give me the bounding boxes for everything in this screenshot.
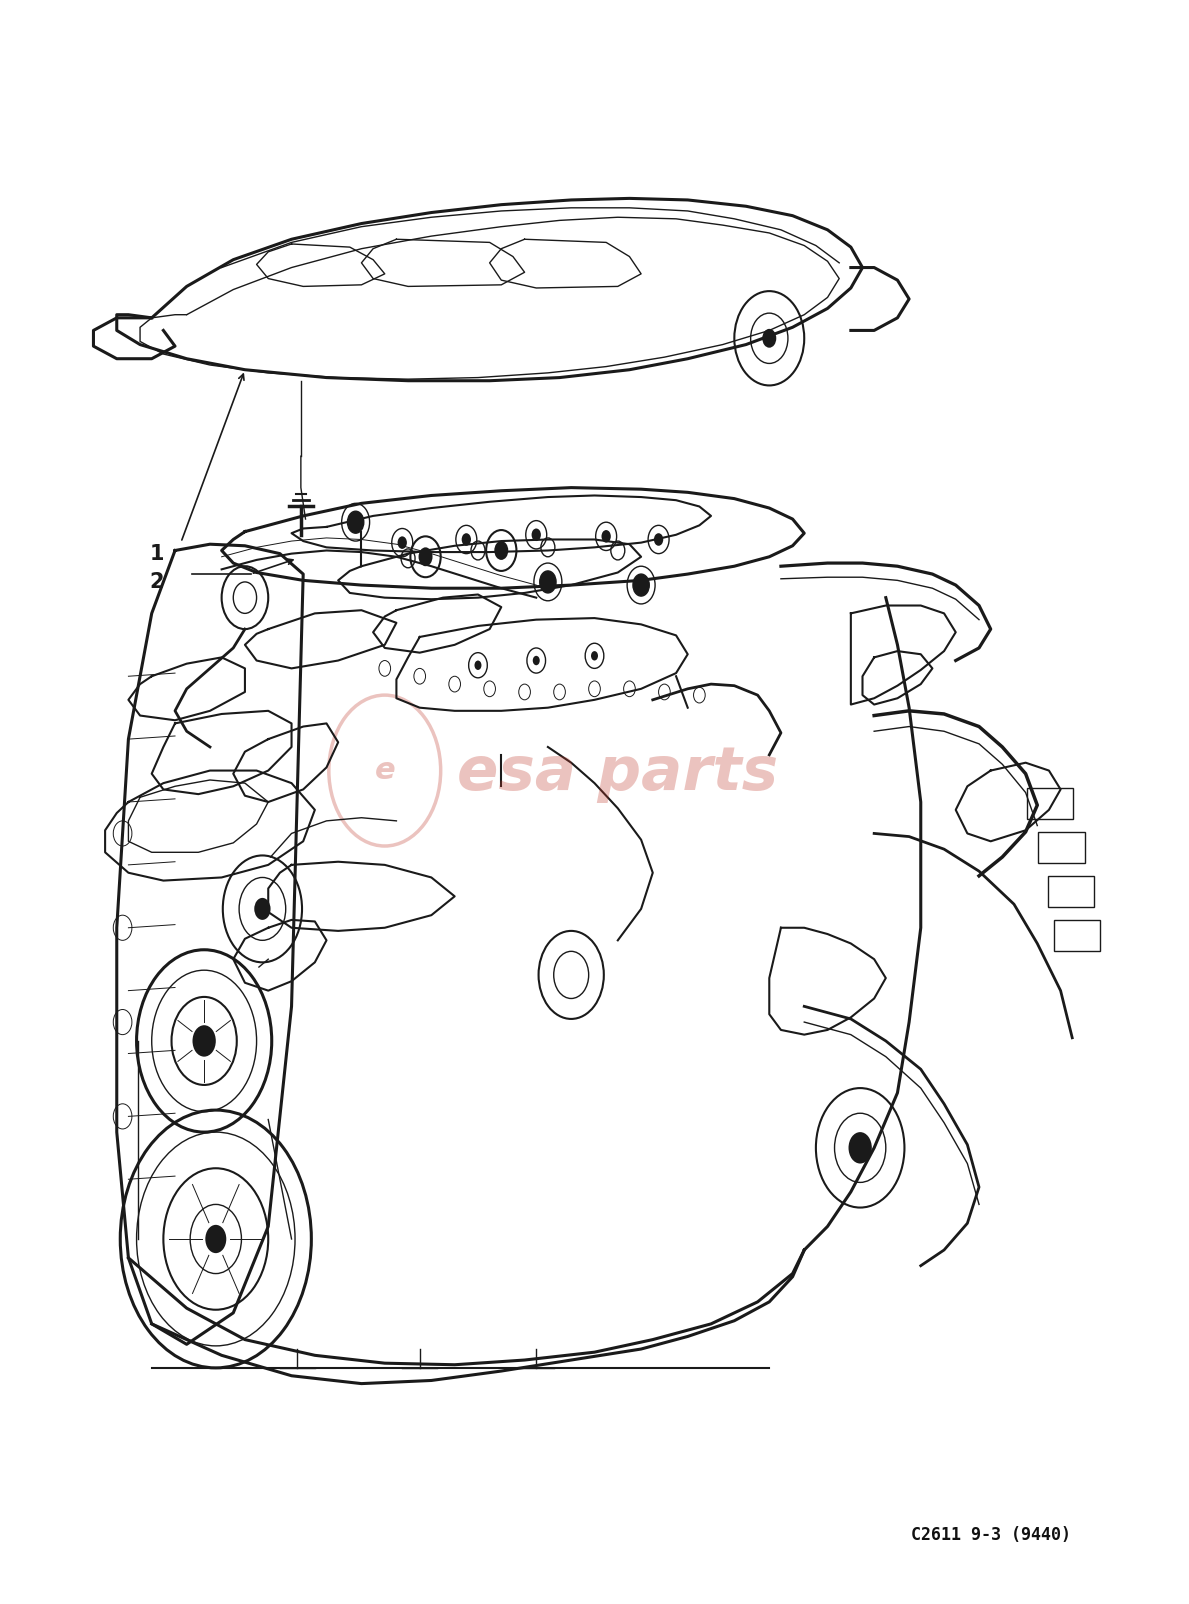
Circle shape — [397, 536, 407, 549]
Circle shape — [461, 533, 471, 545]
Circle shape — [474, 661, 482, 670]
Text: 2: 2 — [150, 573, 164, 592]
Circle shape — [849, 1132, 872, 1163]
Circle shape — [495, 541, 508, 560]
Circle shape — [633, 574, 649, 597]
Text: e: e — [375, 755, 395, 784]
Text: C2611 9-3 (9440): C2611 9-3 (9440) — [911, 1525, 1070, 1545]
Circle shape — [533, 656, 540, 666]
Circle shape — [254, 898, 271, 921]
Circle shape — [654, 533, 663, 545]
Circle shape — [193, 1025, 215, 1057]
Circle shape — [762, 329, 776, 348]
Circle shape — [540, 571, 556, 593]
Circle shape — [591, 651, 598, 661]
Text: 1: 1 — [150, 544, 164, 563]
Circle shape — [602, 529, 611, 542]
Circle shape — [206, 1225, 226, 1253]
Text: esa parts: esa parts — [458, 744, 779, 804]
Circle shape — [347, 512, 364, 533]
Circle shape — [419, 547, 433, 566]
Circle shape — [531, 528, 541, 541]
